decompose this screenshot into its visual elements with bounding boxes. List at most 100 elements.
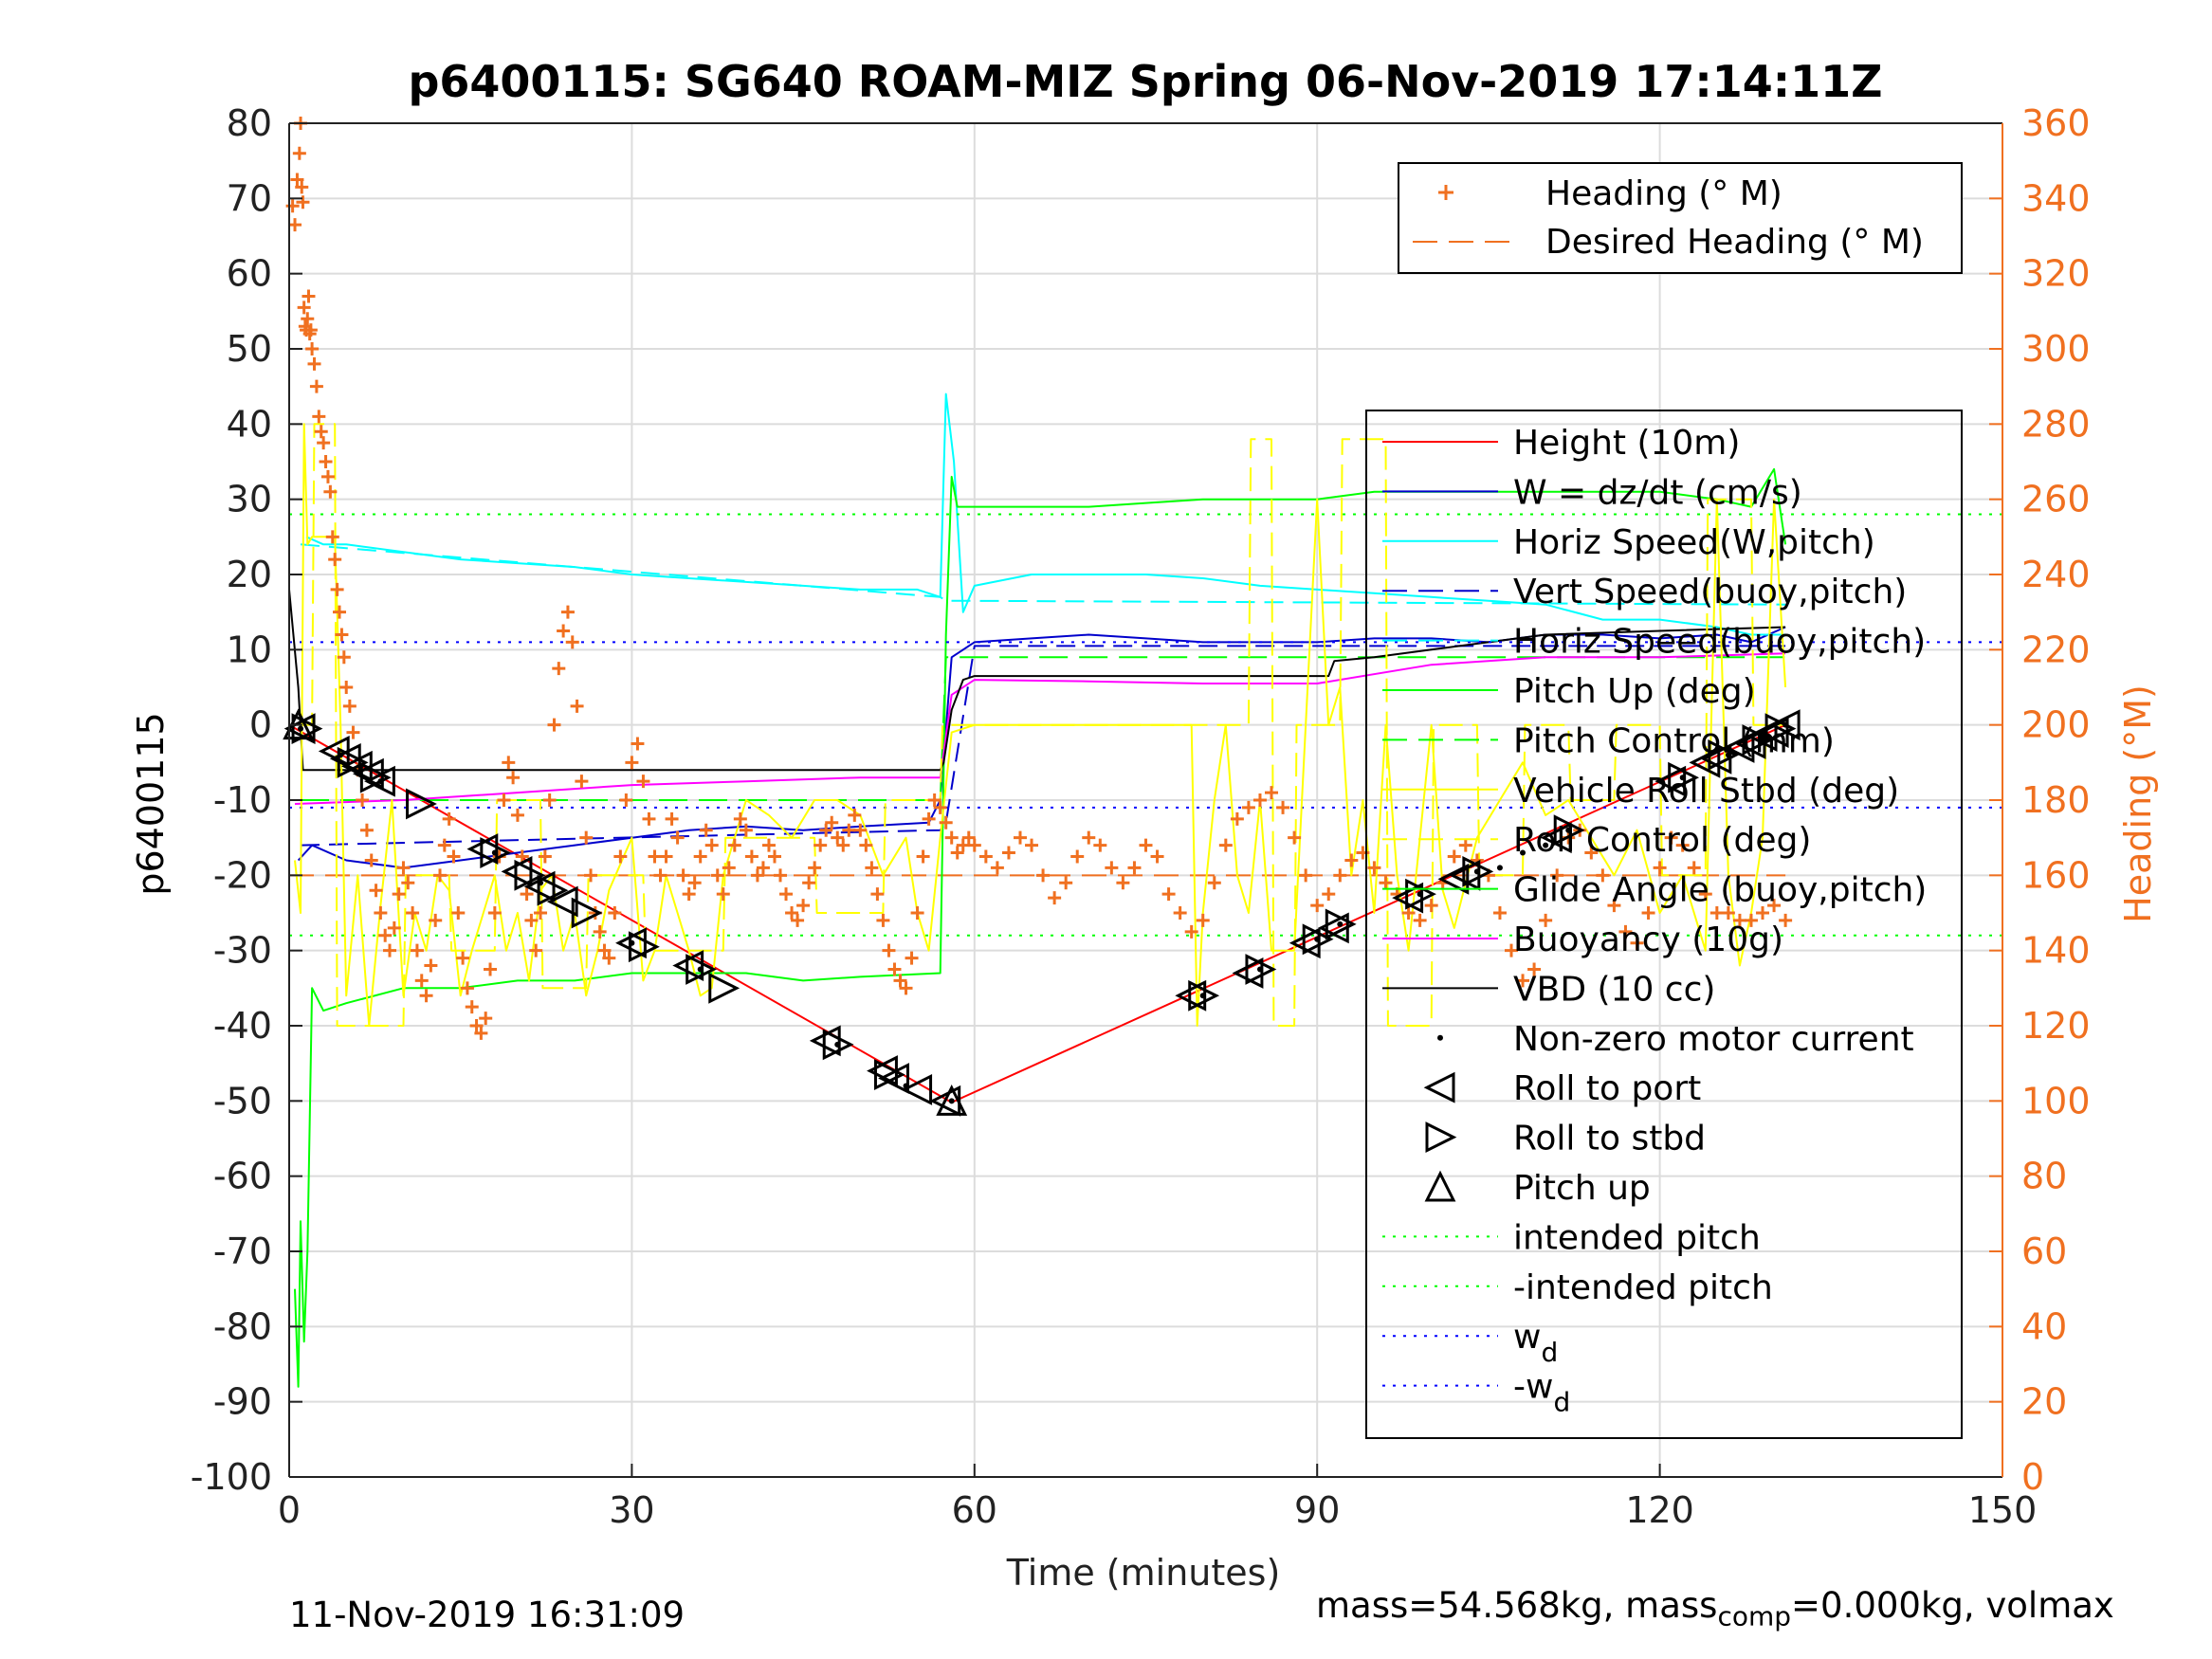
motor-current-dot bbox=[903, 1083, 909, 1089]
heading-point bbox=[502, 756, 516, 770]
heading-point bbox=[819, 823, 833, 837]
heading-point bbox=[744, 849, 759, 864]
heading-point bbox=[570, 699, 584, 713]
heading-point bbox=[303, 323, 318, 337]
heading-point bbox=[1288, 830, 1302, 845]
heading-point bbox=[631, 737, 645, 751]
legend-label: Horiz Speed(buoy,pitch) bbox=[1513, 623, 1926, 662]
roll-port-marker bbox=[809, 1025, 841, 1057]
heading-point bbox=[524, 913, 539, 927]
roll-port-marker bbox=[523, 870, 556, 902]
heading-point bbox=[710, 868, 724, 883]
heading-point bbox=[1252, 793, 1267, 807]
x-tick-label: 90 bbox=[1294, 1489, 1340, 1531]
legend-heading-label: Heading (° M) bbox=[1545, 174, 1782, 213]
y2-axis-label: Heading (°M) bbox=[2117, 684, 2159, 923]
roll-stbd-marker bbox=[1325, 908, 1357, 940]
legend-main: Height (10m) W = dz/dt (cm/s) Horiz Speed(… bbox=[1365, 410, 1963, 1439]
roll-stbd-marker bbox=[1764, 713, 1797, 745]
roll-port-marker bbox=[1449, 859, 1481, 891]
y2-tick-label: 60 bbox=[2021, 1231, 2067, 1272]
motor-current-dot bbox=[377, 778, 384, 785]
roll-port-marker bbox=[1654, 765, 1687, 797]
heading-point bbox=[342, 699, 356, 713]
heading-point bbox=[290, 173, 304, 187]
legend-label: Pitch Control (mm) bbox=[1513, 721, 1835, 760]
heading-point bbox=[625, 756, 639, 770]
heading-point bbox=[510, 808, 524, 822]
heading-point bbox=[750, 868, 764, 883]
legend-label: Vert Speed(buoy,pitch) bbox=[1513, 573, 1907, 611]
heading-point bbox=[870, 887, 885, 902]
y-tick-label: -40 bbox=[213, 1005, 272, 1047]
roll-stbd-marker bbox=[1245, 954, 1277, 985]
heading-point bbox=[1630, 936, 1644, 950]
roll-stbd-marker bbox=[359, 761, 392, 793]
heading-point bbox=[1196, 913, 1210, 927]
legend-label: Height (10m) bbox=[1513, 424, 1740, 463]
y2-tick-label: 200 bbox=[2021, 704, 2091, 746]
heading-point bbox=[312, 410, 326, 424]
legend-symbol bbox=[1425, 1121, 1457, 1154]
y2-tick-label: 320 bbox=[2021, 253, 2091, 295]
heading-point bbox=[1641, 906, 1655, 920]
heading-point bbox=[1276, 800, 1290, 814]
heading-point bbox=[1709, 906, 1724, 920]
motor-current-dot bbox=[1679, 775, 1686, 781]
heading-point bbox=[808, 861, 822, 875]
heading-point bbox=[565, 635, 579, 649]
heading-point bbox=[1721, 906, 1735, 920]
y2-tick-label: 280 bbox=[2021, 403, 2091, 445]
motor-current-dot bbox=[1760, 737, 1766, 743]
y2-tick-label: 260 bbox=[2021, 479, 2091, 520]
y-tick-label: -10 bbox=[213, 779, 272, 821]
roll-port-marker bbox=[672, 950, 704, 981]
heading-point bbox=[1424, 899, 1438, 913]
heading-point bbox=[447, 849, 461, 864]
y2-tick-label: 0 bbox=[2021, 1456, 2044, 1498]
heading-point bbox=[1379, 876, 1393, 890]
heading-point bbox=[1767, 899, 1782, 913]
heading-point bbox=[320, 469, 335, 483]
heading-point bbox=[887, 962, 902, 976]
heading-point bbox=[842, 823, 856, 837]
legend-label-sub: d bbox=[1541, 1337, 1558, 1368]
legend-label: -intended pitch bbox=[1513, 1268, 1773, 1307]
y-tick-label: -20 bbox=[213, 854, 272, 896]
heading-point bbox=[1127, 861, 1142, 875]
motor-current-dot bbox=[1199, 993, 1206, 999]
heading-point bbox=[882, 943, 896, 957]
heading-point bbox=[314, 425, 328, 439]
roll-stbd-marker bbox=[686, 954, 718, 985]
heading-point bbox=[1550, 868, 1564, 883]
roll-stbd-marker bbox=[1553, 814, 1585, 847]
x-tick-label: 150 bbox=[1968, 1489, 2038, 1531]
heading-point bbox=[1161, 887, 1176, 902]
heading-point bbox=[429, 913, 443, 927]
legend-symbol bbox=[1437, 1034, 1443, 1041]
heading-point bbox=[297, 301, 311, 315]
heading-point bbox=[1447, 849, 1461, 864]
heading-point bbox=[542, 793, 557, 807]
roll-stbd-marker bbox=[1405, 878, 1436, 910]
roll-port-marker bbox=[1392, 882, 1424, 914]
y-tick-label: 0 bbox=[249, 704, 272, 746]
heading-point bbox=[356, 793, 370, 807]
heading-point bbox=[733, 811, 747, 826]
heading-point bbox=[359, 823, 374, 837]
legend-label: W = dz/dt (cm/s) bbox=[1513, 473, 1802, 512]
roll-port-marker bbox=[1232, 957, 1264, 989]
roll-stbd-marker bbox=[1742, 724, 1774, 756]
heading-point bbox=[529, 943, 543, 957]
heading-point bbox=[676, 868, 690, 883]
heading-point bbox=[479, 1012, 493, 1026]
heading-point bbox=[484, 962, 498, 976]
heading-point bbox=[1527, 962, 1542, 976]
x-tick-label: 120 bbox=[1625, 1489, 1694, 1531]
heading-point bbox=[722, 861, 736, 875]
heading-point bbox=[848, 808, 862, 822]
heading-point bbox=[1230, 811, 1244, 826]
legend-label: Vehicle Roll Stbd (deg) bbox=[1513, 772, 1899, 811]
motor-current-dot bbox=[1725, 752, 1731, 758]
heading-point bbox=[648, 849, 662, 864]
